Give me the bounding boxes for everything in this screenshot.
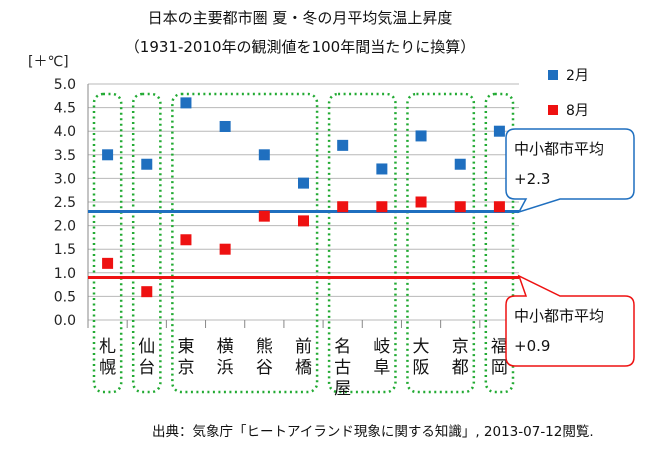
marker-8月-京都	[454, 201, 466, 213]
y-axis-label: [＋℃]	[28, 54, 69, 70]
x-category-label: 東	[177, 337, 194, 357]
x-category-label: 橋	[295, 358, 312, 378]
x-category-label: 浜	[217, 358, 234, 378]
x-category-label: 古	[334, 358, 351, 378]
x-category-label: 谷	[256, 358, 273, 378]
callout-value-1: +2.3	[514, 170, 550, 188]
chart-title: 日本の主要都市圏 夏・冬の月平均気温上昇度	[148, 9, 453, 27]
x-category-label: 都	[452, 358, 469, 378]
y-tick-label: 1.0	[54, 266, 76, 282]
callout-box-1	[505, 128, 635, 214]
source-note: 出典：気象庁「ヒートアイランド現象に関する知識」, 2013-07-12閲覧.	[152, 423, 594, 440]
x-category-label: 屋	[334, 379, 351, 399]
marker-2月-前橋	[298, 177, 309, 189]
marker-2月-札幌	[102, 149, 114, 161]
x-category-label: 横	[217, 337, 234, 357]
y-tick-label: 3.5	[54, 148, 76, 164]
marker-8月-東京	[180, 234, 192, 246]
legend-label-8月: 8月	[566, 103, 589, 119]
marker-2月-東京	[180, 97, 192, 109]
x-category-label: 熊	[256, 337, 273, 357]
x-category-label: 前	[295, 337, 312, 357]
marker-8月-前橋	[298, 215, 309, 227]
chart-subtitle: （1931-2010年の観測値を100年間当たりに換算）	[125, 38, 475, 56]
x-category-label: 阜	[373, 358, 390, 378]
marker-2月-横浜	[219, 120, 231, 132]
marker-2月-大阪	[415, 130, 427, 142]
x-category-label: 台	[138, 358, 155, 378]
callout-label-1: 中小都市平均	[514, 140, 604, 158]
x-category-label: 京	[177, 358, 194, 378]
x-category-label: 阪	[413, 358, 430, 378]
legend-marker-2月	[548, 70, 558, 80]
legend-marker-8月	[548, 105, 558, 115]
marker-2月-熊谷	[258, 149, 270, 161]
marker-8月-熊谷	[258, 210, 270, 222]
x-category-label: 福	[491, 337, 508, 357]
callout-box-2	[505, 274, 635, 367]
y-tick-label: 3.0	[54, 171, 76, 187]
marker-2月-福岡	[493, 125, 505, 137]
y-tick-label: 0.5	[54, 289, 76, 305]
group-box-関東	[171, 92, 319, 394]
y-tick-label: 2.5	[54, 195, 76, 211]
marker-2月-名古屋	[337, 139, 349, 151]
group-box-近畿	[406, 92, 476, 394]
x-category-label: 札	[99, 337, 116, 357]
callout-value-2: +0.9	[514, 337, 550, 355]
group-box-中部	[327, 92, 397, 394]
x-category-label: 仙	[138, 337, 155, 357]
marker-8月-福岡	[493, 201, 505, 213]
marker-8月-仙台	[141, 286, 153, 298]
marker-8月-横浜	[219, 243, 231, 255]
y-tick-label: 1.5	[54, 242, 76, 258]
x-category-label: 幌	[99, 358, 116, 378]
x-category-label: 京	[452, 337, 469, 357]
marker-8月-大阪	[415, 196, 427, 208]
legend-label-2月: 2月	[566, 68, 589, 84]
x-category-label: 大	[413, 337, 430, 357]
marker-2月-仙台	[141, 158, 153, 170]
x-category-label: 岡	[491, 358, 508, 378]
marker-8月-札幌	[102, 257, 114, 269]
marker-2月-岐阜	[376, 163, 388, 175]
x-category-label: 名	[334, 337, 351, 357]
y-tick-label: 2.0	[54, 219, 76, 235]
y-tick-label: 4.5	[54, 101, 76, 117]
callout-label-2: 中小都市平均	[514, 307, 604, 325]
marker-2月-京都	[454, 158, 466, 170]
x-category-label: 岐	[373, 337, 390, 357]
y-tick-label: 4.0	[54, 124, 76, 140]
marker-8月-名古屋	[337, 201, 349, 213]
marker-8月-岐阜	[376, 201, 388, 213]
y-tick-label: 0.0	[54, 313, 76, 329]
y-tick-label: 5.0	[54, 77, 76, 93]
